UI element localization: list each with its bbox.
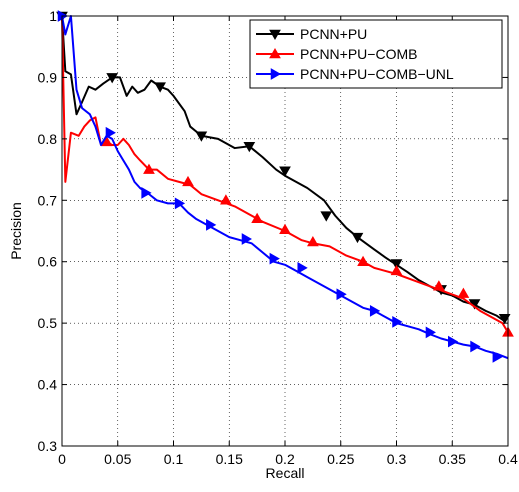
x-tick-label: 0.4 bbox=[498, 451, 518, 467]
data-point-marker bbox=[154, 82, 166, 93]
x-tick-label: 0 bbox=[58, 451, 66, 467]
x-axis-label: Recall bbox=[266, 465, 305, 481]
legend-label: PCNN+PU−COMB−UNL bbox=[300, 66, 454, 82]
data-point-marker bbox=[390, 264, 403, 276]
x-tick-label: 0.05 bbox=[104, 451, 131, 467]
series-layer bbox=[56, 10, 514, 363]
legend-label: PCNN+PU bbox=[300, 26, 367, 42]
data-point-marker bbox=[470, 340, 481, 353]
data-point-marker bbox=[369, 304, 381, 317]
legend-label: PCNN+PU−COMB bbox=[300, 46, 417, 62]
data-point-marker bbox=[297, 261, 308, 274]
data-point-marker bbox=[182, 175, 194, 187]
series-3 bbox=[57, 10, 509, 363]
data-point-marker bbox=[279, 223, 291, 235]
data-point-marker bbox=[492, 351, 503, 363]
data-point-marker bbox=[390, 259, 403, 270]
data-point-marker bbox=[425, 326, 436, 339]
data-point-marker bbox=[433, 280, 445, 291]
legend: PCNN+PU PCNN+PU−COMB PCNN+PU−COMB−UNL bbox=[249, 19, 503, 89]
y-tick-label: 0.4 bbox=[38, 377, 58, 393]
legend-swatch-marker bbox=[269, 29, 281, 41]
data-point-marker bbox=[251, 212, 263, 223]
data-point-marker bbox=[243, 141, 256, 153]
x-tick-label: 0.25 bbox=[327, 451, 354, 467]
y-axis-label: Precision bbox=[8, 202, 24, 260]
x-tick-label: 0.3 bbox=[387, 451, 407, 467]
data-point-marker bbox=[357, 255, 369, 266]
x-tick-label: 0.35 bbox=[439, 451, 466, 467]
data-point-marker bbox=[195, 131, 208, 142]
axes: 0 0.05 0.1 0.15 0.2 0.25 0.3 0.35 0.4 0.3 0.4 0.5 0.… bbox=[38, 8, 518, 467]
data-point-marker bbox=[498, 313, 511, 325]
data-point-marker bbox=[105, 126, 116, 139]
data-point-marker bbox=[143, 163, 155, 174]
y-tick-label: 0.6 bbox=[38, 254, 58, 270]
data-point-marker bbox=[279, 166, 291, 177]
x-tick-label: 0.2 bbox=[275, 451, 295, 467]
data-point-marker bbox=[351, 232, 364, 244]
legend-swatch-marker bbox=[270, 68, 282, 80]
y-tick-label: 0.9 bbox=[38, 69, 58, 85]
y-tick-label: 0.5 bbox=[38, 315, 58, 331]
data-point-marker bbox=[307, 236, 319, 247]
y-tick-label: 0.3 bbox=[38, 438, 58, 454]
data-point-marker bbox=[106, 73, 119, 84]
x-tick-label: 0.15 bbox=[216, 451, 243, 467]
data-point-marker bbox=[206, 218, 217, 231]
y-tick-label: 1 bbox=[49, 8, 57, 24]
y-tick-label: 0.8 bbox=[38, 131, 58, 147]
data-point-marker bbox=[336, 288, 347, 301]
data-point-marker bbox=[174, 197, 186, 210]
data-point-marker bbox=[241, 233, 252, 245]
y-tick-label: 0.7 bbox=[38, 192, 58, 208]
x-tick-label: 0.1 bbox=[164, 451, 184, 467]
data-point-marker bbox=[457, 287, 470, 298]
data-point-marker bbox=[448, 335, 459, 348]
legend-swatch-marker bbox=[269, 47, 281, 59]
data-point-marker bbox=[392, 316, 403, 328]
data-point-marker bbox=[220, 194, 232, 205]
data-point-marker bbox=[269, 252, 280, 265]
data-point-marker bbox=[141, 187, 152, 199]
data-point-marker bbox=[320, 211, 333, 222]
